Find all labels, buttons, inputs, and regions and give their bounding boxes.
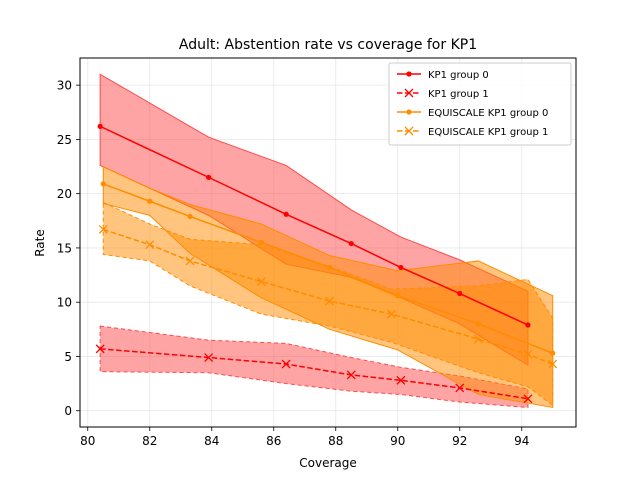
- data-point: [185, 256, 195, 266]
- series-markers: [95, 123, 558, 404]
- data-point: [145, 240, 155, 250]
- data-point: [206, 174, 212, 180]
- legend-marker: [404, 126, 414, 136]
- series-line: [102, 183, 554, 354]
- data-point: [283, 211, 289, 217]
- data-point: [256, 277, 266, 287]
- y-tick-label: 10: [57, 296, 72, 310]
- x-axis-label: Coverage: [299, 456, 357, 470]
- legend-label: KP1 group 0: [428, 70, 489, 81]
- data-point: [457, 290, 463, 297]
- legend-label: EQUISCALE KP1 group 0: [428, 108, 548, 119]
- data-point: [523, 349, 533, 359]
- y-tick-label: 5: [64, 350, 72, 364]
- x-tick-label: 94: [514, 434, 529, 448]
- legend-box: [388, 62, 572, 146]
- y-tick-label: 20: [57, 187, 72, 201]
- data-point: [523, 394, 533, 404]
- data-point: [346, 370, 356, 380]
- data-point: [475, 321, 481, 327]
- data-point: [204, 353, 214, 363]
- data-point: [548, 359, 558, 369]
- x-tick-label: 80: [80, 434, 95, 448]
- plot-frame: [79, 57, 577, 428]
- series-line: [103, 228, 554, 365]
- y-axis-label: Rate: [33, 229, 47, 257]
- data-point: [97, 123, 103, 129]
- data-point: [387, 309, 397, 319]
- data-point: [98, 225, 108, 234]
- data-point: [396, 375, 406, 385]
- data-point: [525, 322, 531, 328]
- x-axis-ticks: 80 82 84 86 88 90 92 94: [80, 427, 529, 448]
- legend-marker: [406, 109, 412, 115]
- x-tick-label: 82: [142, 434, 157, 448]
- data-point: [550, 350, 556, 356]
- data-point: [100, 181, 106, 187]
- data-point: [258, 239, 264, 246]
- data-point: [326, 264, 333, 271]
- data-point: [325, 296, 335, 306]
- confidence-band: [99, 325, 529, 409]
- data-point: [95, 344, 105, 354]
- y-axis-ticks: 0 5 10 15 20 25 30: [57, 79, 80, 418]
- legend-marker: [404, 88, 414, 98]
- x-tick-label: 90: [390, 434, 405, 448]
- data-point: [348, 240, 354, 247]
- chart-title: Adult: Abstention rate vs coverage for K…: [179, 37, 477, 53]
- x-tick-label: 92: [452, 434, 467, 448]
- y-tick-label: 25: [57, 133, 72, 147]
- data-point: [147, 198, 153, 204]
- y-tick-label: 0: [64, 404, 72, 418]
- confidence-band: [102, 201, 554, 407]
- y-tick-label: 15: [57, 241, 72, 255]
- data-point: [281, 359, 291, 369]
- data-point: [395, 293, 401, 299]
- x-tick-label: 88: [328, 434, 343, 448]
- confidence-bands: [99, 73, 554, 409]
- data-point: [455, 383, 465, 393]
- y-tick-label: 30: [57, 79, 72, 93]
- legend-label: KP1 group 1: [428, 89, 489, 100]
- legend: KP1 group 0 KP1 group 1 EQUISCALE KP1 grou…: [388, 62, 572, 146]
- x-tick-label: 86: [266, 434, 281, 448]
- legend-marker: [406, 71, 412, 77]
- legend-label: EQUISCALE KP1 group 1: [428, 127, 548, 138]
- data-point: [398, 264, 404, 271]
- x-tick-label: 84: [204, 434, 219, 448]
- data-point: [473, 334, 483, 344]
- data-point: [187, 213, 193, 220]
